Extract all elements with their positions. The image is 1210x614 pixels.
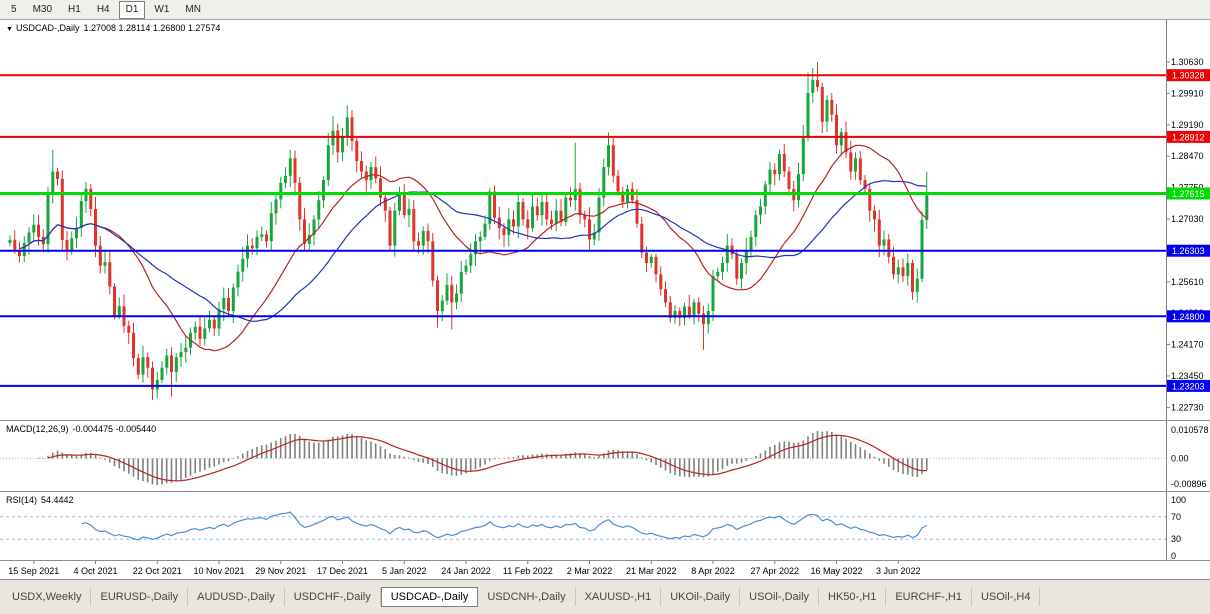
chart-tab-usdx-weekly[interactable]: USDX,Weekly (3, 588, 92, 606)
date-axis-canvas: 15 Sep 2021 4 Oct 2021 22 Oct 2021 10 Nov 2… (8, 561, 921, 576)
svg-text:1.23450: 1.23450 (1171, 371, 1204, 381)
rsi-line (81, 511, 928, 541)
macd-canvas[interactable]: 0.010578 0.00 -0.00896 (0, 421, 1210, 491)
svg-text:1.26303: 1.26303 (1172, 246, 1205, 256)
svg-text:29 Nov 2021: 29 Nov 2021 (255, 566, 306, 576)
timeframe-toolbar: 5 M30 H1 H4 D1 W1 MN (0, 0, 1210, 20)
svg-text:11 Feb 2022: 11 Feb 2022 (503, 566, 553, 576)
svg-text:1.23203: 1.23203 (1172, 381, 1205, 391)
chart-tab-usoil-daily[interactable]: USOil-,Daily (740, 588, 820, 606)
rsi-value: 54.4442 (41, 495, 74, 505)
svg-text:27 Apr 2022: 27 Apr 2022 (751, 566, 800, 576)
svg-text:2 Mar 2022: 2 Mar 2022 (567, 566, 613, 576)
rsi-levels (0, 516, 1166, 540)
svg-text:15 Sep 2021: 15 Sep 2021 (8, 566, 59, 576)
chart-tab-hk50-h1[interactable]: HK50-,H1 (819, 588, 887, 606)
svg-text:1.24170: 1.24170 (1171, 340, 1204, 350)
rsi-splitter[interactable] (0, 491, 1210, 492)
svg-text:70: 70 (1171, 512, 1181, 522)
period-button-h1[interactable]: H1 (68, 3, 81, 15)
svg-text:8 Apr 2022: 8 Apr 2022 (691, 566, 735, 576)
chart-tab-eurchf-h1[interactable]: EURCHF-,H1 (886, 588, 972, 606)
date-axis-labels: 15 Sep 2021 4 Oct 2021 22 Oct 2021 10 Nov 2… (8, 561, 921, 576)
period-button-h4[interactable]: H4 (96, 3, 110, 15)
period-button-d1[interactable]: D1 (118, 0, 146, 19)
svg-text:24 Jan 2022: 24 Jan 2022 (441, 566, 491, 576)
macd-histogram (37, 431, 928, 485)
svg-text:30: 30 (1171, 534, 1181, 544)
chart-tab-usoil-h4[interactable]: USOil-,H4 (972, 588, 1041, 606)
svg-text:1.22730: 1.22730 (1171, 402, 1204, 412)
svg-text:1.30328: 1.30328 (1172, 71, 1205, 81)
svg-text:1.29190: 1.29190 (1171, 120, 1204, 130)
svg-text:-0.00896: -0.00896 (1171, 479, 1207, 489)
macd-title: MACD(12,26,9) -0.004475 -0.005440 (6, 424, 160, 434)
chart-tab-audusd-daily[interactable]: AUDUSD-,Daily (188, 588, 285, 606)
chart-title: ▼ USDCAD-,Daily 1.27008 1.28114 1.26800 1.… (6, 23, 224, 33)
svg-text:1.28912: 1.28912 (1172, 132, 1205, 142)
svg-text:10 Nov 2021: 10 Nov 2021 (193, 566, 244, 576)
svg-text:4 Oct 2021: 4 Oct 2021 (73, 566, 117, 576)
period-button-mn[interactable]: MN (185, 3, 201, 15)
svg-text:3 Jun 2022: 3 Jun 2022 (876, 566, 921, 576)
rsi-name: RSI(14) (6, 495, 38, 505)
svg-text:0.010578: 0.010578 (1171, 425, 1209, 435)
chart-tab-ukoil-daily[interactable]: UKOil-,Daily (661, 588, 741, 606)
rsi-axis: 100 70 30 0 (1166, 492, 1186, 560)
macd-values: -0.004475 -0.005440 (72, 424, 157, 434)
price-axis: 1.306301.299101.291901.284701.277501.270… (1166, 20, 1210, 420)
svg-text:1.29910: 1.29910 (1171, 88, 1204, 98)
svg-text:1.27615: 1.27615 (1172, 189, 1205, 199)
period-button-m30[interactable]: M30 (32, 3, 53, 15)
hline-layer (0, 74, 1166, 387)
svg-text:1.25610: 1.25610 (1171, 277, 1204, 287)
svg-text:21 Mar 2022: 21 Mar 2022 (626, 566, 677, 576)
macd-pane: 0.010578 0.00 -0.00896 (0, 421, 1210, 491)
chart-collapse-icon[interactable]: ▼ (6, 26, 13, 33)
svg-text:17 Dec 2021: 17 Dec 2021 (317, 566, 368, 576)
price-chart-canvas[interactable]: 1.306301.299101.291901.284701.277501.270… (0, 20, 1210, 420)
candles-layer (8, 62, 929, 400)
svg-text:5 Jan 2022: 5 Jan 2022 (382, 566, 427, 576)
svg-text:1.30630: 1.30630 (1171, 57, 1204, 67)
period-button-w1[interactable]: W1 (154, 3, 170, 15)
svg-text:0: 0 (1171, 551, 1176, 560)
ma-layer (19, 144, 928, 352)
chart-tab-usdchf-daily[interactable]: USDCHF-,Daily (285, 588, 381, 606)
rsi-canvas[interactable]: 100 70 30 0 (0, 492, 1210, 560)
macd-axis: 0.010578 0.00 -0.00896 (1166, 421, 1209, 491)
svg-text:1.27030: 1.27030 (1171, 214, 1204, 224)
macd-signal-line (47, 434, 927, 482)
svg-text:100: 100 (1171, 495, 1186, 505)
rsi-pane: 100 70 30 0 (0, 492, 1210, 560)
svg-text:22 Oct 2021: 22 Oct 2021 (133, 566, 182, 576)
chart-tab-xauusd-h1[interactable]: XAUUSD-,H1 (576, 588, 662, 606)
svg-text:1.28470: 1.28470 (1171, 151, 1204, 161)
svg-text:16 May 2022: 16 May 2022 (810, 566, 862, 576)
chart-symbol: USDCAD-,Daily (15, 23, 80, 33)
chart-tab-usdcnh-daily[interactable]: USDCNH-,Daily (478, 588, 576, 606)
rsi-title: RSI(14) 54.4442 (6, 495, 78, 505)
date-axis[interactable]: 15 Sep 2021 4 Oct 2021 22 Oct 2021 10 Nov 2… (0, 561, 1210, 579)
macd-splitter[interactable] (0, 420, 1210, 421)
chart-ohlc-values: 1.27008 1.28114 1.26800 1.27574 (83, 23, 221, 33)
svg-text:0.00: 0.00 (1171, 453, 1189, 463)
period-button-5[interactable]: 5 (11, 3, 17, 15)
chart-tab-usdcad-daily[interactable]: USDCAD-,Daily (380, 587, 479, 607)
price-chart-pane: 1.306301.299101.291901.284701.277501.270… (0, 20, 1210, 420)
macd-name: MACD(12,26,9) (6, 424, 69, 434)
svg-text:1.24800: 1.24800 (1172, 312, 1205, 322)
date-axis-divider (0, 560, 1210, 561)
chart-tabbar: USDX,Weekly EURUSD-,Daily AUDUSD-,Daily USD… (0, 579, 1210, 614)
chart-tab-eurusd-daily[interactable]: EURUSD-,Daily (91, 588, 189, 606)
